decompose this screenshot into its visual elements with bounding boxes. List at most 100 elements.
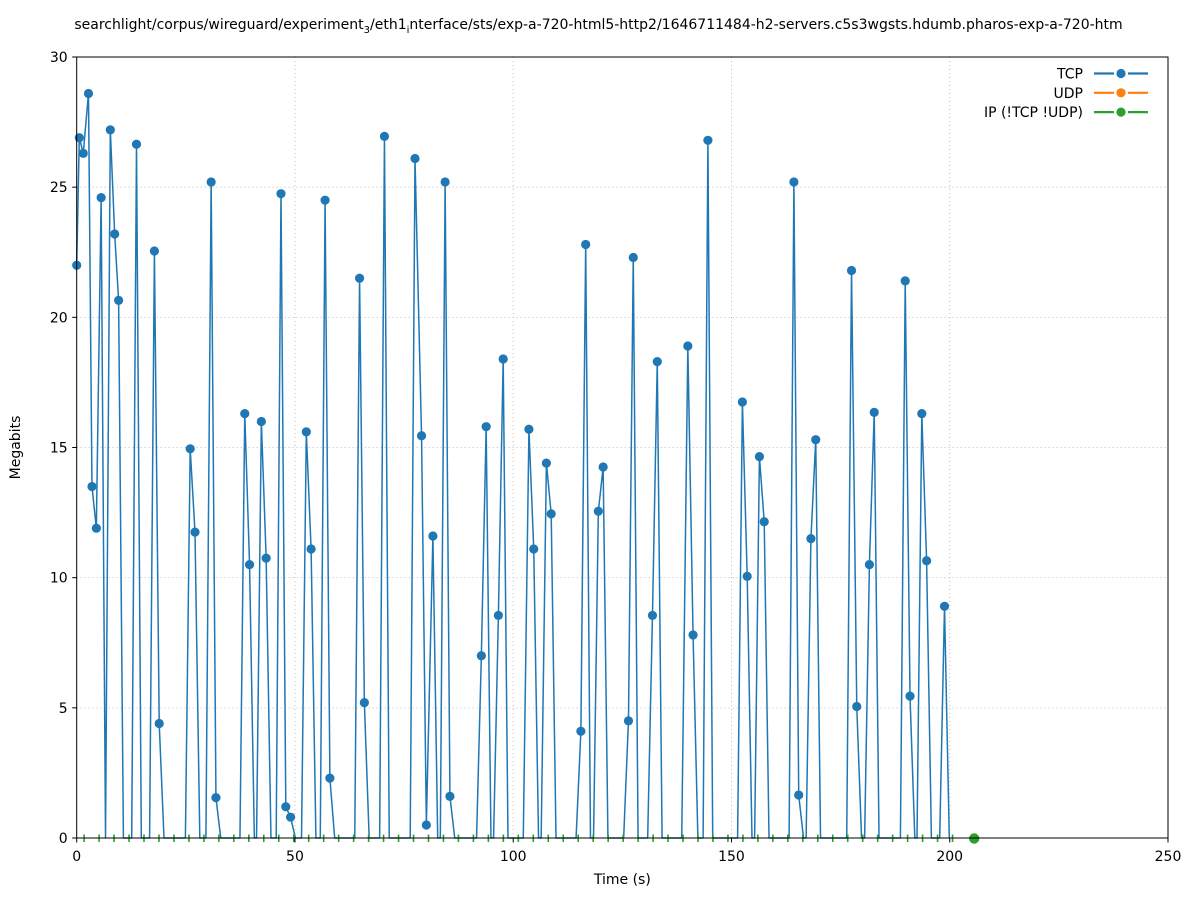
tcp-point [922,556,932,566]
tcp-point [647,610,658,621]
tcp-point [261,553,271,563]
plot-border [76,56,1169,839]
tcp-point [185,444,195,454]
y-tick-label-30: 30 [50,50,68,66]
data-series [72,88,980,844]
tcp-point [325,773,335,783]
grid-lines [76,57,1169,838]
x-tick-label-50: 50 [286,849,304,865]
tcp-point [852,701,862,712]
tcp-point [440,177,450,187]
tcp-point [154,718,164,729]
tcp-point [737,397,747,407]
legend-label-ip: IP (!TCP !UDP) [984,105,1083,121]
tcp-point [114,295,124,306]
tcp-point [754,452,765,462]
y-tick-label-25: 25 [50,180,68,196]
y-axis-label: Megabits [8,416,24,480]
tcp-point [285,812,296,822]
chart-title: searchlight/corpus/wireguard/experiment3… [0,15,1197,37]
tcp-point [206,177,216,187]
tcp-point [105,125,115,135]
tcp-point [688,630,698,640]
tcp-point [256,416,266,427]
tcp-point [846,265,857,276]
tcp-point [703,135,713,145]
tcp-point [306,544,316,554]
tcp-point [416,431,427,441]
tcp-point [379,131,390,142]
x-tick-label-200: 200 [936,849,963,865]
tcp-point [481,422,491,432]
tcp-point [91,523,101,533]
tcp-point [742,571,752,581]
legend-label-tcp: TCP [1056,67,1083,83]
tcp-point [96,192,106,203]
tcp-point [74,133,84,143]
y-tick-label-15: 15 [50,441,68,457]
tcp-point [529,544,539,554]
x-axis-label: Time (s) [593,872,651,888]
tcp-point [240,409,250,419]
legend-marker-dot [1116,68,1126,79]
tcp-point [869,407,879,417]
tcp-point [794,790,804,800]
tcp-point [87,481,97,492]
tcp-point [917,409,927,419]
tcp-point [276,189,286,199]
x-tick-label-100: 100 [500,849,527,865]
tcp-point [320,195,330,205]
x-tick-label-250: 250 [1155,849,1182,865]
tcp-point [428,531,438,541]
tcp-point [598,462,608,472]
tcp-point [359,698,369,708]
tcp-point [811,435,821,445]
tcp-point [806,534,816,544]
tcp-point [546,509,556,519]
tcp-point [939,601,950,611]
x-tick-label-0: 0 [72,849,81,865]
legend-marker-dot [1116,107,1126,117]
tcp-point [301,427,311,437]
tcp-point [593,506,603,516]
axis-tick-labels: 0 50 100 150 200 250 0 5 10 15 20 25 30 [50,50,1181,865]
x-tick-label-150: 150 [718,849,745,865]
tcp-point [652,356,662,367]
tcp-point [905,691,915,701]
chart-title-text: searchlight/corpus/wireguard/experiment3… [74,17,1123,36]
legend-marker-dot [1116,88,1126,98]
tcp-point [354,273,365,283]
tcp-point [759,517,769,527]
tcp-point [78,148,88,158]
y-tick-label-20: 20 [50,310,68,326]
tcp-point [83,88,94,99]
tcp-point [789,177,799,187]
tcp-point [524,424,534,434]
tcp-point [683,341,693,351]
tcp-point [541,458,551,468]
axis-ticks [72,56,1169,843]
tcp-point [864,560,875,570]
tcp-point [476,651,486,661]
tcp-point [581,239,591,250]
tcp-point [110,229,120,239]
tcp-point [410,153,420,164]
legend-label-udp: UDP [1054,86,1083,102]
tcp-point [576,726,586,736]
tcp-point [281,802,291,812]
tcp-point [211,793,221,803]
y-tick-label-0: 0 [59,831,68,847]
y-tick-label-5: 5 [59,701,68,717]
axis-labels: Time (s) Megabits [8,416,651,888]
tcp-point [149,246,160,256]
y-tick-label-10: 10 [50,571,68,587]
tcp-point [493,610,503,621]
legend: TCP UDP IP (!TCP !UDP) [984,67,1148,121]
tcp-point [623,716,634,726]
tcp-point [498,354,508,364]
tcp-point [445,791,455,801]
tcp-point [244,560,255,570]
tcp-point [628,252,638,263]
